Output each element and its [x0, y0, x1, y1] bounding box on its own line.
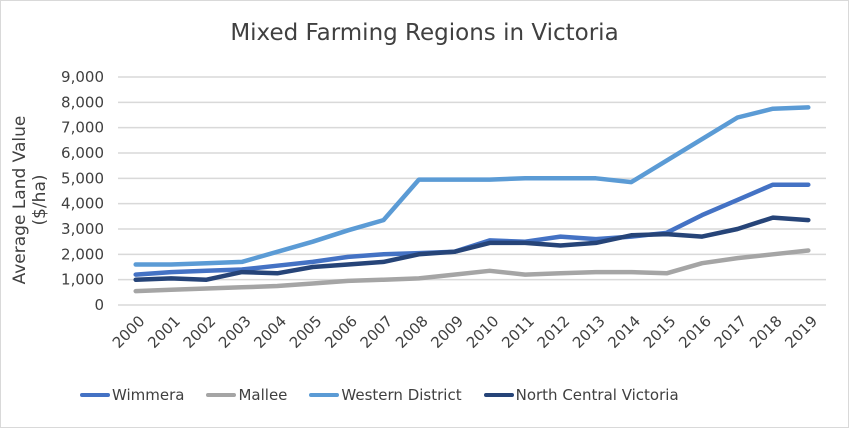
- legend-swatch: [309, 393, 340, 397]
- x-tick-label: 2003: [215, 312, 255, 352]
- legend-swatch: [206, 393, 237, 397]
- x-tick-label: 2004: [250, 312, 290, 352]
- x-tick-label: 2016: [675, 312, 715, 352]
- chart-title: Mixed Farming Regions in Victoria: [230, 20, 619, 46]
- x-tick-label: 2018: [746, 312, 786, 352]
- series-line-mallee: [133, 248, 811, 294]
- legend-item-western-district: Western District: [309, 386, 462, 404]
- x-tick-label: 2015: [640, 312, 680, 352]
- x-tick-label: 2005: [286, 312, 326, 352]
- x-tick-label: 2010: [463, 312, 503, 352]
- x-tick-label: 2008: [392, 312, 432, 352]
- y-tick-label: 7,000: [61, 119, 104, 137]
- y-tick-label: 3,000: [61, 220, 104, 238]
- x-tick-label: 2011: [498, 312, 538, 352]
- legend-label: Mallee: [238, 386, 288, 404]
- y-tick-label: 0: [94, 296, 104, 314]
- x-tick-label: 2013: [569, 312, 609, 352]
- legend-label: North Central Victoria: [515, 386, 679, 404]
- legend-label: Western District: [341, 386, 462, 404]
- legend-label: Wimmera: [112, 386, 185, 404]
- legend-swatch: [483, 393, 514, 397]
- x-tick-label: 2002: [180, 312, 220, 352]
- x-tick-label: 2009: [427, 312, 467, 352]
- y-tick-label: 4,000: [61, 195, 104, 213]
- legend-item-wimmera: Wimmera: [80, 386, 184, 404]
- y-tick-label: 1,000: [61, 271, 104, 289]
- x-tick-label: 2014: [604, 312, 644, 352]
- y-tick-label: 8,000: [61, 93, 104, 111]
- y-tick-label: 5,000: [61, 169, 104, 187]
- x-tick-label: 2007: [357, 312, 397, 352]
- x-tick-label: 2019: [781, 312, 821, 352]
- legend-item-north-central-victoria: North Central Victoria: [483, 386, 679, 404]
- y-tick-label: 6,000: [61, 144, 104, 162]
- series-line-north-central-victoria: [133, 215, 811, 282]
- legend: Wimmera Mallee Western District North Centr…: [80, 386, 701, 404]
- x-tick-label: 2000: [109, 312, 149, 352]
- x-tick-label: 2012: [534, 312, 574, 352]
- legend-swatch: [80, 393, 110, 397]
- y-tick-label: 9,000: [61, 68, 104, 86]
- x-tick-label: 2006: [321, 312, 361, 352]
- x-tick-label: 2001: [144, 312, 184, 352]
- y-tick-label: 2,000: [61, 245, 104, 263]
- legend-item-mallee: Mallee: [206, 386, 287, 404]
- series-line-western-district: [133, 105, 811, 267]
- x-tick-label: 2017: [711, 312, 751, 352]
